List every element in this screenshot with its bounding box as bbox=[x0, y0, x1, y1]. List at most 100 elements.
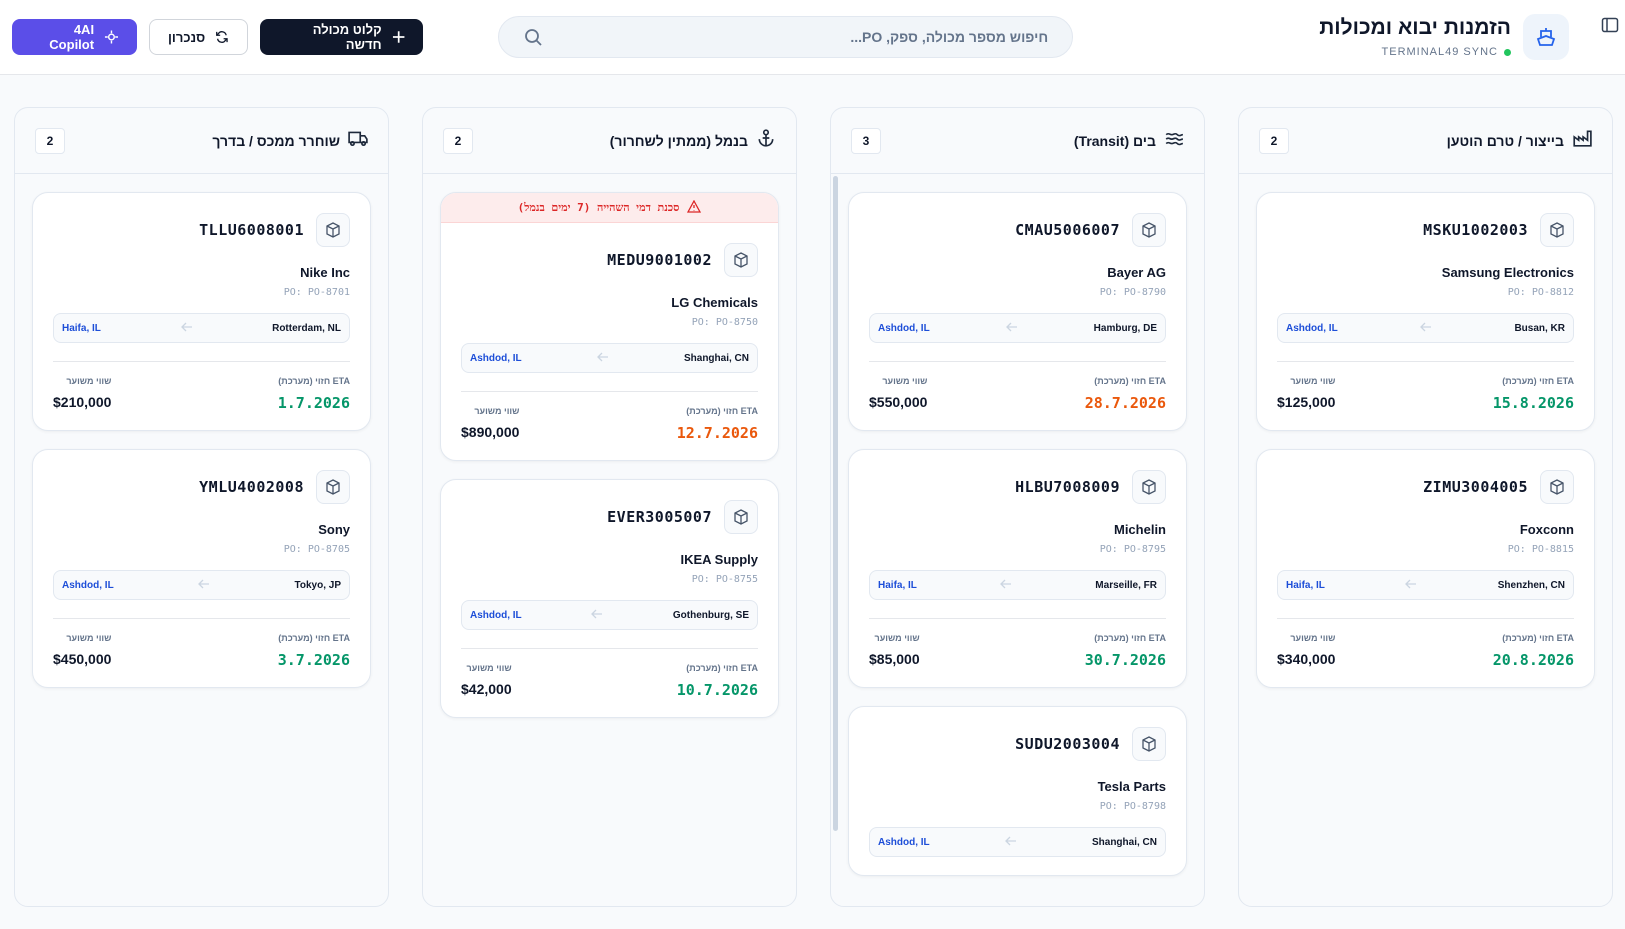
container-card[interactable]: TLLU6008001 Nike Inc PO: PO-8701 Rotterdam,… bbox=[32, 192, 371, 431]
card-footer: ETA חזוי (מערכת) 15.8.2026 שווי משוער $125,… bbox=[1277, 361, 1574, 412]
scrollbar bbox=[833, 176, 838, 831]
card-top: CMAU5006007 bbox=[869, 213, 1166, 247]
po-prefix: PO: bbox=[283, 544, 302, 555]
route-arrow bbox=[1405, 579, 1417, 592]
origin: Rotterdam, NL bbox=[272, 322, 341, 334]
kanban-column: בייצור / טרם הוטען 2 MSKU1002003 Samsung El… bbox=[1238, 107, 1613, 907]
container-card[interactable]: סכנת דמי השהייה (7 ימים בנמל) MEDU9001002… bbox=[440, 192, 779, 461]
container-icon bbox=[1540, 213, 1574, 247]
po-prefix: PO: bbox=[1099, 801, 1118, 812]
route-arrow bbox=[1005, 322, 1018, 335]
card-list: TLLU6008001 Nike Inc PO: PO-8701 Rotterdam,… bbox=[15, 174, 388, 906]
card-body: ZIMU3004005 Foxconn PO: PO-8815 Shenzhen, C… bbox=[1257, 450, 1594, 687]
estimated-value: $125,000 bbox=[1277, 394, 1336, 410]
column-title: בייצור / טרם הוטען bbox=[1446, 132, 1564, 149]
value-label: שווי משוער bbox=[466, 663, 512, 673]
container-card[interactable]: HLBU7008009 Michelin PO: PO-8795 Marseille,… bbox=[848, 449, 1187, 688]
column-count: 2 bbox=[1259, 127, 1289, 154]
button-label: קלוט מכולה חדשה bbox=[312, 22, 382, 52]
card-list: MSKU1002003 Samsung Electronics PO: PO-881… bbox=[1239, 174, 1612, 906]
container-card[interactable]: SUDU2003004 Tesla Parts PO: PO-8798 Shangha… bbox=[848, 706, 1187, 876]
container-card[interactable]: CMAU5006007 Bayer AG PO: PO-8790 Hamburg, D… bbox=[848, 192, 1187, 431]
destination: Ashdod, IL bbox=[470, 609, 522, 621]
card-footer: ETA חזוי (מערכת) 12.7.2026 שווי משוער $890,… bbox=[461, 391, 758, 442]
container-card[interactable]: YMLU4002008 Sony PO: PO-8705 Tokyo, JP Ashdo… bbox=[32, 449, 371, 688]
route-arrow bbox=[596, 352, 609, 365]
card-body: TLLU6008001 Nike Inc PO: PO-8701 Rotterdam,… bbox=[33, 193, 370, 430]
new-container-button[interactable]: קלוט מכולה חדשה bbox=[260, 19, 423, 55]
po-prefix: PO: bbox=[691, 574, 710, 585]
logo bbox=[1523, 14, 1569, 60]
eta-date: 12.7.2026 bbox=[676, 424, 758, 442]
search-icon bbox=[525, 29, 542, 46]
container-icon bbox=[1540, 470, 1574, 504]
po-prefix: PO: bbox=[1099, 287, 1118, 298]
demurrage-alert: סכנת דמי השהייה (7 ימים בנמל) bbox=[441, 193, 778, 223]
po-prefix: PO: bbox=[691, 317, 710, 328]
eta-label: ETA חזוי (מערכת) bbox=[278, 633, 350, 643]
route-arrow bbox=[180, 322, 193, 335]
container-card[interactable]: EVER3005007 IKEA Supply PO: PO-8755 Gothenb… bbox=[440, 479, 779, 718]
container-card[interactable]: ZIMU3004005 Foxconn PO: PO-8815 Shenzhen, C… bbox=[1256, 449, 1595, 688]
column-header: בייצור / טרם הוטען 2 bbox=[1239, 108, 1612, 174]
kanban-column: בים (Transit) 3 CMAU5006007 Bayer AG PO: PO-… bbox=[830, 107, 1205, 907]
po-number: PO: PO-8790 bbox=[869, 287, 1166, 298]
card-footer: ETA חזוי (מערכת) 10.7.2026 שווי משוער $42,0… bbox=[461, 648, 758, 699]
po-value: PO-8705 bbox=[307, 544, 350, 555]
search-box[interactable]: חיפוש מספר מכולה, ספק, PO... bbox=[498, 16, 1074, 58]
column-count: 3 bbox=[851, 127, 881, 154]
card-footer: ETA חזוי (מערכת) 3.7.2026 שווי משוער $450,0… bbox=[53, 618, 350, 669]
sidebar-toggle[interactable] bbox=[1601, 16, 1619, 34]
eta-date: 10.7.2026 bbox=[676, 681, 758, 699]
card-body: SUDU2003004 Tesla Parts PO: PO-8798 Shangha… bbox=[849, 707, 1186, 875]
card-top: YMLU4002008 bbox=[53, 470, 350, 504]
route-arrow bbox=[1000, 579, 1012, 592]
supplier: IKEA Supply bbox=[680, 552, 758, 567]
sync-button[interactable]: סנכרון bbox=[149, 19, 248, 55]
route-arrow bbox=[1420, 322, 1432, 335]
actions: קלוט מכולה חדשה סנכרון 4AI Copilot bbox=[12, 19, 423, 55]
card-top: SUDU2003004 bbox=[869, 727, 1166, 761]
eta-block: ETA חזוי (מערכת) 28.7.2026 bbox=[1085, 376, 1166, 412]
value-label: שווי משוער bbox=[474, 406, 520, 416]
route: Gothenburg, SE Ashdod, IL bbox=[461, 600, 758, 630]
eta-date: 30.7.2026 bbox=[1084, 651, 1166, 669]
supplier: LG Chemicals bbox=[671, 295, 758, 310]
origin: Shanghai, CN bbox=[1091, 836, 1157, 848]
estimated-value: $890,000 bbox=[461, 424, 520, 440]
container-number: EVER3005007 bbox=[607, 508, 712, 526]
column-count: 2 bbox=[35, 127, 65, 154]
estimated-value: $550,000 bbox=[869, 394, 928, 410]
brand: הזמנות יבוא ומכולות TERMINAL49 SYNC bbox=[1319, 14, 1569, 60]
container-number: ZIMU3004005 bbox=[1423, 478, 1528, 496]
estimated-value: $85,000 bbox=[869, 651, 920, 667]
route-arrow bbox=[198, 579, 210, 592]
container-number: TLLU6008001 bbox=[199, 221, 304, 239]
route: Busan, KR Ashdod, IL bbox=[1277, 313, 1574, 343]
card-body: CMAU5006007 Bayer AG PO: PO-8790 Hamburg, D… bbox=[849, 193, 1186, 430]
po-value: PO-8795 bbox=[1123, 544, 1166, 555]
estimated-value: $42,000 bbox=[461, 681, 512, 697]
page-title: הזמנות יבוא ומכולות bbox=[1319, 16, 1511, 39]
route: Shenzhen, CN Haifa, IL bbox=[1277, 570, 1574, 600]
eta-date: 3.7.2026 bbox=[277, 651, 350, 669]
po-number: PO: PO-8812 bbox=[1277, 287, 1574, 298]
button-label: 4AI Copilot bbox=[49, 22, 95, 52]
copilot-button[interactable]: 4AI Copilot bbox=[12, 19, 137, 55]
card-top: HLBU7008009 bbox=[869, 470, 1166, 504]
route: Shanghai, CN Ashdod, IL bbox=[869, 827, 1166, 857]
supplier: Bayer AG bbox=[1107, 265, 1166, 280]
po-number: PO: PO-8755 bbox=[461, 574, 758, 585]
value-block: שווי משוער $550,000 bbox=[869, 376, 927, 412]
eta-label: ETA חזוי (מערכת) bbox=[686, 406, 758, 416]
container-icon bbox=[316, 213, 350, 247]
origin: Hamburg, DE bbox=[1093, 322, 1157, 334]
container-icon bbox=[316, 470, 350, 504]
eta-block: ETA חזוי (מערכת) 30.7.2026 bbox=[1085, 633, 1166, 669]
column-icon bbox=[756, 128, 776, 153]
estimated-value: $340,000 bbox=[1277, 651, 1336, 667]
value-block: שווי משוער $890,000 bbox=[461, 406, 519, 442]
container-card[interactable]: MSKU1002003 Samsung Electronics PO: PO-881… bbox=[1256, 192, 1595, 431]
po-value: PO-8750 bbox=[715, 317, 758, 328]
